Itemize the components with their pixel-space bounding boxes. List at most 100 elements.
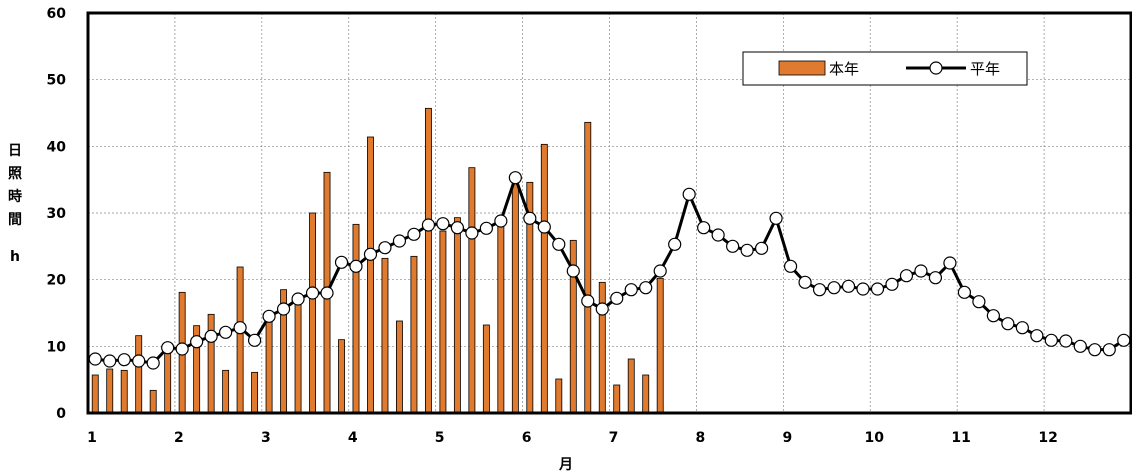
line-point (494, 214, 508, 228)
bar (120, 369, 128, 414)
line-point (856, 282, 870, 296)
line-point (132, 354, 146, 368)
y-axis-label: 日照時間 h (4, 140, 26, 269)
line-point (146, 356, 160, 370)
x-tick-label: 6 (522, 430, 532, 446)
line-point (566, 264, 580, 278)
line-point (1015, 321, 1029, 335)
bar (251, 371, 259, 414)
line-point (798, 275, 812, 289)
line-point (841, 279, 856, 293)
bar (468, 167, 476, 414)
line-point (552, 237, 566, 251)
line-point (436, 217, 450, 231)
x-tick-label: 12 (1038, 430, 1057, 446)
bar (149, 389, 157, 414)
bar (410, 255, 418, 414)
line-point (349, 259, 363, 273)
line-point (523, 211, 537, 225)
bar (265, 317, 273, 414)
y-tick-label: 10 (47, 339, 67, 355)
line-point (697, 221, 711, 235)
bar-series-current-year (91, 107, 664, 414)
x-tick-label: 8 (696, 430, 706, 446)
line-point (479, 221, 493, 235)
line-point (320, 286, 334, 300)
line-point (378, 241, 392, 255)
line-point (407, 227, 421, 241)
line-point (190, 335, 204, 349)
line-point (334, 255, 349, 269)
bar (555, 378, 563, 414)
line-point (1001, 317, 1015, 331)
legend-bar-label: 本年 (829, 60, 859, 78)
line-point (1030, 329, 1044, 343)
y-axis-title-char: 照 (8, 166, 22, 182)
line-point (247, 333, 262, 347)
line-point (421, 218, 436, 232)
x-tick-label: 11 (951, 430, 970, 446)
line-point (899, 269, 914, 283)
line-point (305, 286, 320, 300)
line-point (682, 187, 696, 201)
line-point (233, 321, 247, 335)
line-point (653, 264, 667, 278)
line-point (1102, 343, 1116, 357)
y-tick-label: 40 (47, 139, 67, 155)
legend-bar-swatch (778, 60, 826, 76)
line-point (740, 243, 754, 257)
y-axis-title-char: 日 (8, 143, 22, 159)
x-tick-label: 3 (261, 430, 271, 446)
bar (627, 358, 635, 414)
line-point (262, 309, 276, 323)
bar (367, 136, 374, 414)
bar (135, 335, 143, 414)
line-point (639, 281, 653, 295)
line-point (610, 291, 624, 305)
bar (236, 266, 244, 414)
x-tick-label: 4 (348, 430, 358, 446)
line-point (117, 353, 131, 367)
line-point (726, 239, 740, 253)
line-point (219, 325, 233, 339)
bar (106, 368, 114, 414)
bar (207, 313, 215, 414)
y-tick-label: 0 (56, 406, 66, 422)
bar (613, 384, 621, 414)
line-point (928, 271, 943, 285)
bar (381, 257, 389, 414)
bar (338, 339, 345, 414)
line-point (986, 309, 1000, 323)
bar (497, 220, 505, 414)
line-point (957, 285, 972, 299)
line-point (668, 237, 682, 251)
bar (482, 324, 490, 414)
line-point (276, 302, 291, 316)
line-point (755, 241, 769, 255)
bar (540, 143, 548, 414)
bar (511, 180, 519, 414)
x-axis-label: 月 (559, 457, 573, 473)
legend-line-marker (929, 61, 943, 75)
line-point (1117, 333, 1131, 347)
line-point (103, 354, 117, 368)
x-tick-label: 2 (174, 430, 184, 446)
y-tick-label: 30 (47, 206, 67, 222)
bar (91, 374, 99, 414)
line-point (827, 281, 841, 295)
line-point (88, 352, 102, 366)
x-tick-label: 7 (609, 430, 619, 446)
x-tick-labels: 1 2 3 4 5 6 7 8 9 10 11 12 (87, 430, 1058, 446)
y-axis-title-char: 時 (8, 189, 22, 205)
y-axis-title: 日照時間 (4, 140, 26, 232)
line-point (450, 221, 464, 235)
bar (352, 223, 360, 414)
bar (164, 346, 172, 414)
line-point (465, 226, 479, 240)
bar (294, 296, 302, 414)
line-point (595, 302, 609, 316)
line-point (363, 247, 378, 261)
legend-line-label: 平年 (970, 60, 1000, 78)
line-point (1044, 333, 1058, 347)
